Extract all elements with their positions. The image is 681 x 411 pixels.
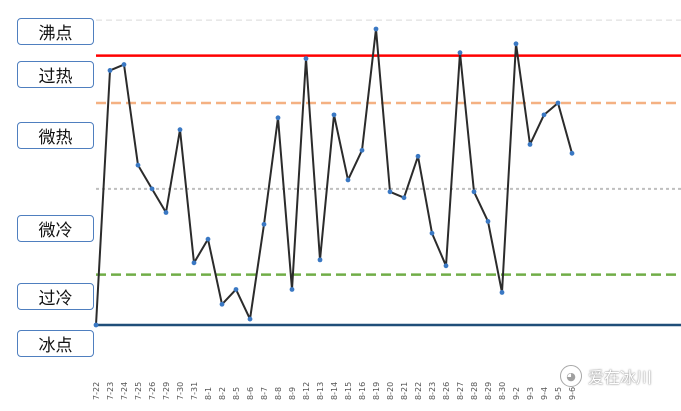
- data-point: [121, 62, 127, 67]
- data-point: [457, 50, 463, 56]
- data-point: [359, 147, 365, 153]
- x-axis-ticks: 7-22 7-23 7-24 7-25 7-26 7-29 7-30 7-31 8-1 8-2 8-…: [92, 382, 577, 400]
- data-point: [93, 322, 99, 328]
- level-label-overcool: 过冷: [17, 283, 94, 310]
- x-tick-label: 8-21: [400, 382, 409, 400]
- data-point: [387, 189, 393, 195]
- x-tick-label: 8-29: [484, 382, 493, 400]
- data-point: [261, 221, 267, 227]
- series-layer: [93, 26, 575, 328]
- data-point: [527, 142, 533, 147]
- data-point: [513, 41, 519, 47]
- x-tick-label: 7-30: [176, 382, 185, 400]
- data-point: [107, 68, 113, 73]
- data-point: [317, 257, 323, 263]
- x-tick-label: 8-22: [414, 382, 423, 400]
- data-point: [205, 236, 211, 242]
- x-tick-label: 8-27: [456, 382, 465, 400]
- data-point: [177, 127, 183, 133]
- level-label-freeze: 冰点: [17, 330, 94, 357]
- data-point: [345, 177, 351, 183]
- x-tick-label: 7-25: [134, 382, 143, 400]
- x-tick-label: 9-2: [512, 387, 521, 400]
- data-point: [485, 219, 491, 224]
- x-tick-label: 7-29: [162, 382, 171, 400]
- x-tick-label: 8-16: [358, 382, 367, 400]
- x-tick-label: 8-19: [372, 382, 381, 400]
- x-tick-label: 8-6: [246, 387, 255, 400]
- data-point: [443, 263, 449, 269]
- x-tick-label: 8-20: [386, 382, 395, 400]
- x-tick-label: 7-26: [148, 382, 157, 400]
- x-tick-label: 8-13: [316, 382, 325, 400]
- level-label-warm: 微热: [17, 122, 94, 149]
- x-tick-label: 9-6: [568, 387, 577, 400]
- data-point: [471, 189, 477, 195]
- data-point: [555, 100, 561, 106]
- x-tick-label: 7-22: [92, 382, 101, 400]
- x-tick-label: 9-4: [540, 387, 549, 400]
- x-tick-label: 8-2: [218, 387, 227, 400]
- x-tick-label: 7-31: [190, 382, 199, 400]
- data-point: [401, 195, 407, 201]
- data-point: [275, 115, 281, 121]
- data-point: [233, 287, 239, 292]
- watermark: ◕ 爱在冰川: [560, 363, 652, 389]
- data-point: [415, 153, 421, 159]
- data-point: [219, 301, 225, 307]
- x-tick-label: 8-28: [470, 382, 479, 400]
- series-line: [95, 28, 573, 326]
- data-point: [541, 112, 547, 118]
- data-point: [191, 260, 197, 266]
- data-point: [289, 287, 295, 292]
- x-tick-label: 8-8: [274, 387, 283, 400]
- level-label-cool: 微冷: [17, 215, 94, 242]
- x-tick-label: 8-23: [428, 382, 437, 400]
- data-point: [373, 26, 379, 32]
- data-point: [149, 186, 155, 192]
- data-point: [429, 230, 435, 236]
- level-label-boil: 沸点: [17, 18, 94, 45]
- level-label-overheat: 过热: [17, 61, 94, 88]
- data-point: [163, 210, 169, 215]
- wechat-icon: ◕: [560, 365, 582, 387]
- x-tick-label: 8-7: [260, 387, 269, 400]
- x-tick-label: 8-26: [442, 382, 451, 400]
- x-tick-label: 7-23: [106, 382, 115, 400]
- data-point: [303, 56, 309, 61]
- watermark-text: 爱在冰川: [588, 368, 653, 387]
- x-tick-label: 8-15: [344, 382, 353, 400]
- data-point: [499, 290, 505, 295]
- data-point: [247, 316, 253, 322]
- x-tick-label: 8-5: [232, 387, 241, 400]
- x-tick-label: 8-1: [204, 387, 213, 400]
- data-point: [135, 162, 141, 168]
- data-point: [569, 150, 575, 156]
- x-tick-label: 8-9: [288, 387, 297, 400]
- x-tick-label: 8-12: [302, 382, 311, 400]
- x-tick-label: 9-5: [554, 387, 563, 400]
- x-tick-label: 7-24: [120, 382, 129, 400]
- reference-lines: [96, 19, 681, 327]
- data-point: [331, 112, 337, 118]
- x-tick-label: 8-30: [498, 382, 507, 400]
- x-tick-label: 9-3: [526, 387, 535, 400]
- x-tick-label: 8-14: [330, 382, 339, 400]
